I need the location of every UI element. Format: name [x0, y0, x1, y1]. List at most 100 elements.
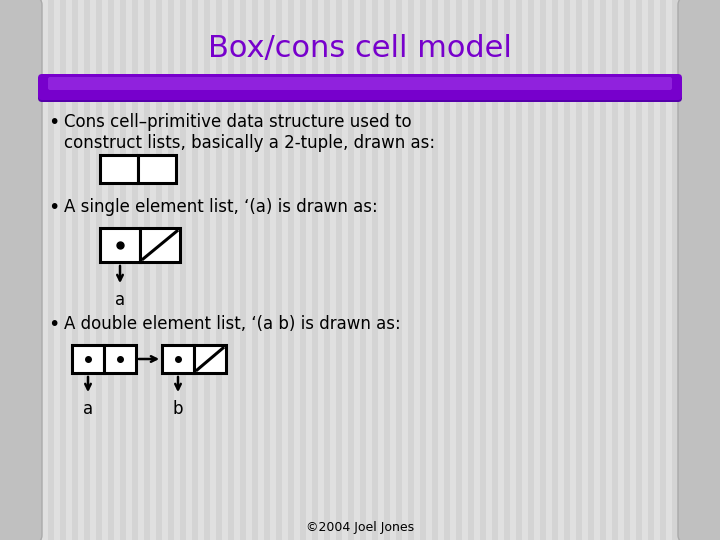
Bar — [684, 0, 690, 540]
Bar — [402, 0, 408, 540]
Bar — [204, 0, 210, 540]
Bar — [570, 0, 576, 540]
Bar — [444, 0, 450, 540]
Bar — [588, 0, 594, 540]
FancyBboxPatch shape — [38, 74, 682, 100]
Bar — [696, 0, 702, 540]
Bar — [636, 0, 642, 540]
Text: Box/cons cell model: Box/cons cell model — [208, 33, 512, 63]
Bar — [90, 0, 96, 540]
Bar — [564, 0, 570, 540]
Text: •: • — [48, 198, 59, 217]
Text: ©2004 Joel Jones: ©2004 Joel Jones — [306, 522, 414, 535]
Bar — [420, 0, 426, 540]
Bar — [414, 0, 420, 540]
Bar — [312, 0, 318, 540]
Bar — [186, 0, 192, 540]
Bar — [162, 345, 194, 373]
Bar — [360, 0, 366, 540]
Text: a: a — [83, 400, 93, 418]
Bar — [330, 0, 336, 540]
Bar — [72, 345, 104, 373]
Bar — [252, 0, 258, 540]
Bar — [450, 0, 456, 540]
Bar — [366, 0, 372, 540]
Bar — [144, 0, 150, 540]
Bar — [468, 0, 474, 540]
Bar — [678, 0, 684, 540]
Bar — [540, 0, 546, 540]
Bar — [54, 0, 60, 540]
Bar — [474, 0, 480, 540]
Bar — [12, 0, 18, 540]
Bar — [510, 0, 516, 540]
Text: construct lists, basically a 2-tuple, drawn as:: construct lists, basically a 2-tuple, dr… — [64, 134, 435, 152]
Bar — [348, 0, 354, 540]
Bar — [192, 0, 198, 540]
Bar — [30, 0, 36, 540]
Bar — [234, 0, 240, 540]
Bar — [264, 0, 270, 540]
Bar — [174, 0, 180, 540]
Bar — [654, 0, 660, 540]
Bar — [6, 0, 12, 540]
Bar — [552, 0, 558, 540]
Bar — [162, 0, 168, 540]
Bar — [222, 0, 228, 540]
Bar — [104, 345, 136, 373]
Bar — [354, 0, 360, 540]
Bar — [246, 0, 252, 540]
Bar — [576, 0, 582, 540]
Bar — [456, 0, 462, 540]
Text: •: • — [48, 113, 59, 132]
Bar — [432, 0, 438, 540]
Bar — [504, 0, 510, 540]
Bar — [120, 0, 126, 540]
Bar — [294, 0, 300, 540]
Bar — [660, 0, 666, 540]
FancyBboxPatch shape — [48, 77, 672, 90]
Bar — [156, 0, 162, 540]
Bar — [396, 0, 402, 540]
Bar — [666, 0, 672, 540]
Bar — [210, 0, 216, 540]
Bar — [324, 0, 330, 540]
Bar — [194, 345, 226, 373]
Bar — [600, 0, 606, 540]
Bar — [72, 0, 78, 540]
Bar — [60, 0, 66, 540]
Bar — [240, 0, 246, 540]
Bar — [276, 0, 282, 540]
Bar — [216, 0, 222, 540]
Bar — [462, 0, 468, 540]
Text: •: • — [48, 315, 59, 334]
Bar — [306, 0, 312, 540]
Bar — [516, 0, 522, 540]
Bar — [282, 0, 288, 540]
Bar — [522, 0, 528, 540]
FancyBboxPatch shape — [0, 0, 42, 540]
Bar — [78, 0, 84, 540]
Text: b: b — [173, 400, 184, 418]
Bar — [408, 0, 414, 540]
Bar — [498, 0, 504, 540]
Bar — [372, 0, 378, 540]
Bar — [48, 0, 54, 540]
Bar — [42, 0, 48, 540]
Text: a: a — [115, 291, 125, 309]
Bar — [24, 0, 30, 540]
Bar — [288, 0, 294, 540]
Bar — [300, 0, 306, 540]
Bar — [534, 0, 540, 540]
Bar — [168, 0, 174, 540]
Bar — [36, 0, 42, 540]
Bar — [108, 0, 114, 540]
Bar — [648, 0, 654, 540]
Bar — [612, 0, 618, 540]
Bar — [100, 155, 138, 183]
Bar — [0, 0, 6, 540]
Bar — [114, 0, 120, 540]
Bar — [270, 0, 276, 540]
Bar — [708, 0, 714, 540]
Bar — [342, 0, 348, 540]
